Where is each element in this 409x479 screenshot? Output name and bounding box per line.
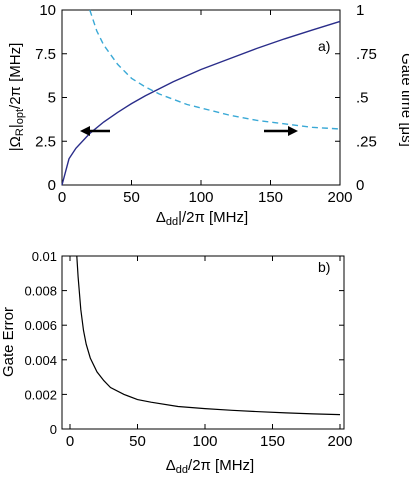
x-tick-label: 0 — [66, 433, 74, 450]
rabi-frequency-series-line — [61, 20, 341, 186]
y-tick-label: 0.006 — [24, 318, 57, 333]
panel-b-label: b) — [318, 259, 330, 275]
y-left-tick-label: 7.5 — [35, 46, 56, 63]
x-tick-label: 100 — [188, 189, 213, 206]
panel-a-x-ticks: 0 50 100 150 200 — [58, 10, 353, 206]
arrow-left-indicator — [80, 126, 110, 136]
x-tick-label: 100 — [192, 433, 217, 450]
panel-a-y-left-label: |ΩR|opt/2π [MHz] — [7, 43, 26, 151]
y-left-tick-label: 0 — [48, 177, 56, 194]
gate-error-series-line — [76, 255, 341, 416]
panel-b-y-ticks: 0 0.002 0.004 0.006 0.008 0.01 — [24, 249, 344, 437]
panel-b-frame — [61, 255, 345, 430]
y-left-tick-label: 2.5 — [35, 133, 56, 150]
x-tick-label: 50 — [129, 433, 146, 450]
y-right-tick-label: 0 — [356, 177, 364, 194]
x-tick-label: 150 — [258, 189, 283, 206]
y-tick-label: 0.004 — [24, 353, 57, 368]
x-tick-label: 0 — [58, 189, 66, 206]
x-tick-label: 200 — [327, 189, 352, 206]
panel-a-frame — [61, 9, 341, 186]
gate-time-series-line — [89, 9, 341, 130]
panel-b-x-label: Δdd/2π [MHz] — [166, 457, 254, 476]
panel-a-y-right-ticks: 0 .25 .5 .75 1 — [335, 2, 377, 194]
panel-b: b) Gate Error Δdd/2π [MHz] 0 50 100 150 200 … — [0, 249, 353, 476]
y-tick-label: 0.01 — [32, 249, 57, 264]
y-left-tick-label: 5 — [48, 90, 56, 107]
panel-a-y-right-label: Gate time [μs] — [398, 53, 409, 147]
y-left-tick-label: 10 — [39, 2, 56, 19]
y-right-tick-label: .25 — [356, 133, 377, 150]
y-right-tick-label: 1 — [356, 2, 364, 19]
x-tick-label: 200 — [327, 433, 352, 450]
arrow-right-indicator — [264, 126, 298, 136]
y-right-tick-label: .75 — [356, 46, 377, 63]
y-tick-label: 0.008 — [24, 284, 57, 299]
x-tick-label: 150 — [260, 433, 285, 450]
panel-b-y-label: Gate Error — [0, 307, 17, 377]
y-tick-label: 0 — [50, 422, 57, 437]
y-right-tick-label: .5 — [356, 90, 369, 107]
y-tick-label: 0.002 — [24, 387, 57, 402]
panel-a-series — [61, 9, 341, 186]
panel-a-x-label: Δdd|/2π [MHz] — [156, 209, 248, 228]
panel-a: a) |ΩR|opt/2π [MHz] Gate time [μs] Δdd|/… — [7, 2, 409, 228]
panel-b-x-ticks: 0 50 100 150 200 — [66, 256, 353, 450]
panel-b-series — [76, 255, 341, 416]
panel-a-y-left-ticks: 0 2.5 5 7.5 10 — [35, 2, 67, 194]
x-tick-label: 50 — [123, 189, 140, 206]
panel-a-label: a) — [318, 38, 330, 54]
